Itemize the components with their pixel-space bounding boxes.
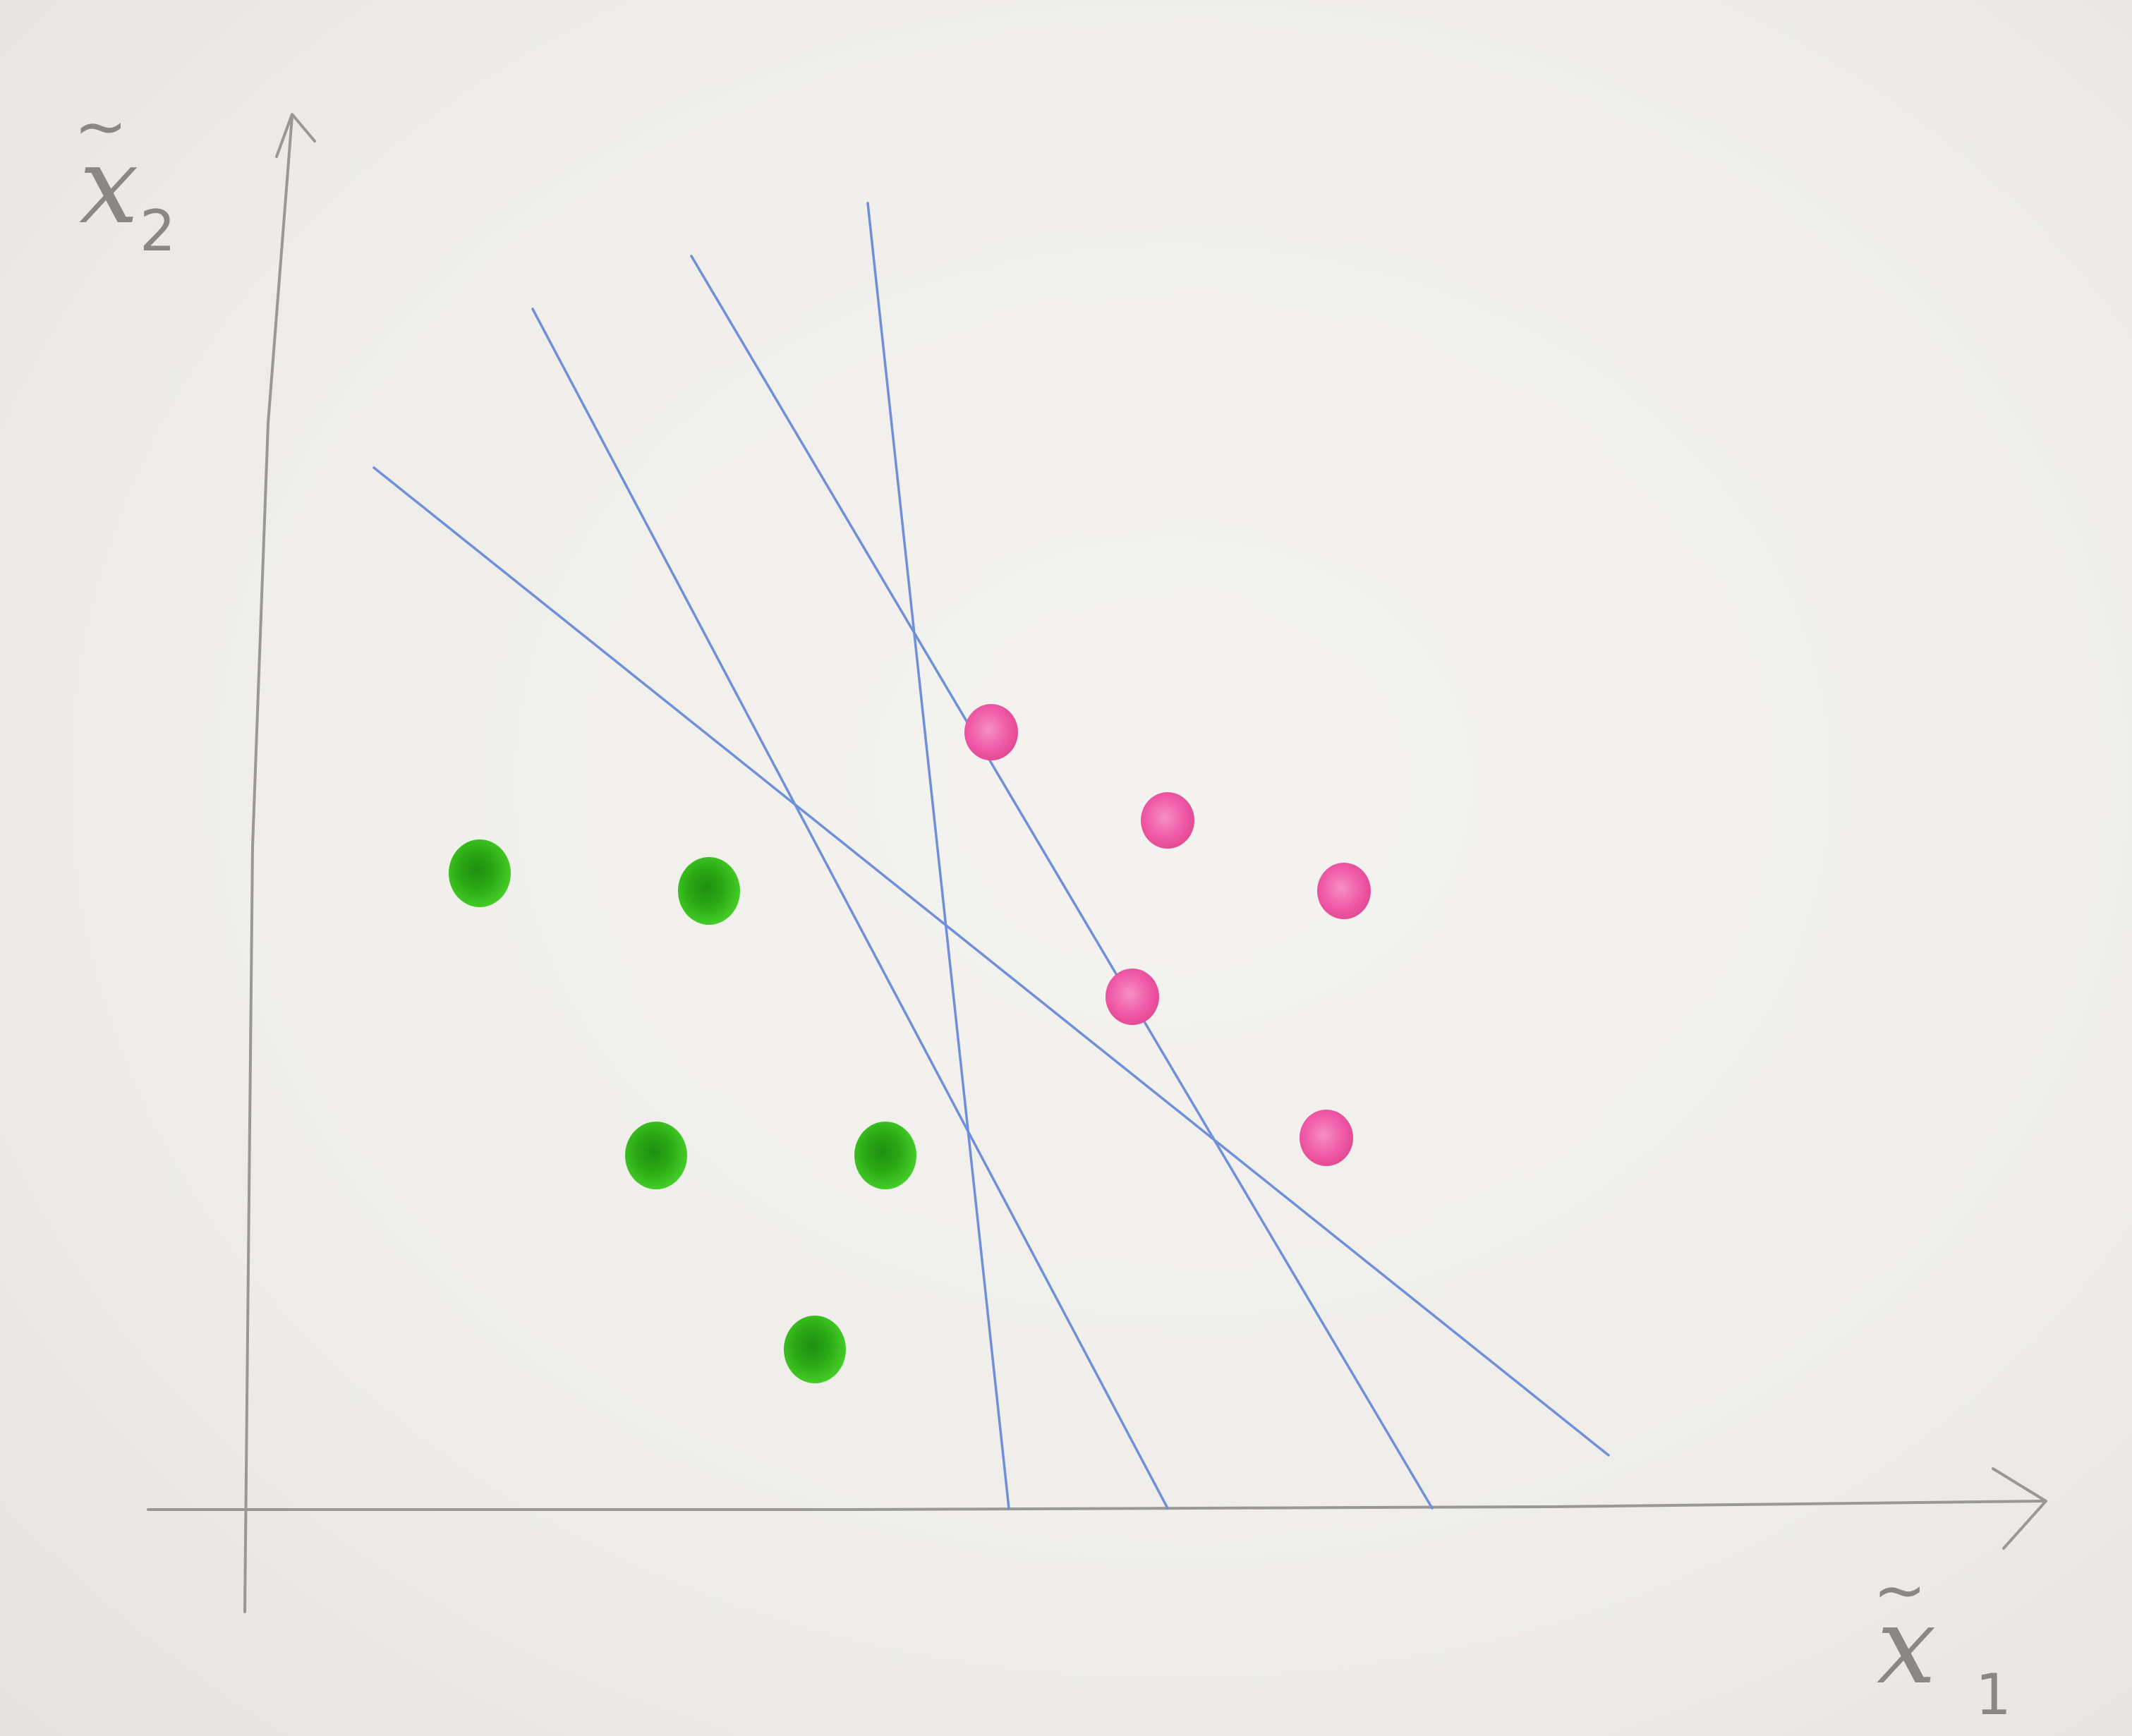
pink-point-5 bbox=[1300, 1110, 1353, 1166]
y-axis-line bbox=[243, 115, 293, 1613]
separating-line-2 bbox=[531, 308, 1169, 1510]
x-axis-label-subscript: 1 bbox=[1975, 1662, 2011, 1728]
x-axis-label-text: x bbox=[1877, 1585, 1937, 1708]
green-point-4 bbox=[854, 1122, 916, 1189]
y-axis-label-text: x bbox=[79, 125, 139, 248]
pink-point-4 bbox=[1106, 969, 1159, 1025]
y-axis-label-accent: ~ bbox=[74, 90, 127, 164]
green-point-1 bbox=[449, 839, 511, 907]
separating-line-1 bbox=[373, 466, 1610, 1457]
separating-lines bbox=[373, 202, 1610, 1510]
separating-line-3 bbox=[690, 255, 1434, 1510]
x-axis-arrowhead bbox=[1992, 1467, 2047, 1550]
separating-line-4 bbox=[866, 202, 1010, 1510]
y-axis-label: ~ x 2 bbox=[74, 90, 176, 264]
x-axis-line bbox=[147, 1500, 2044, 1511]
x-axis-label: ~ x 1 bbox=[1873, 1553, 2011, 1728]
pink-point-2 bbox=[1141, 792, 1194, 849]
green-point-2 bbox=[678, 857, 740, 925]
data-points bbox=[449, 704, 1371, 1383]
green-point-5 bbox=[784, 1316, 846, 1383]
green-point-3 bbox=[625, 1122, 687, 1189]
pink-point-1 bbox=[964, 704, 1018, 760]
x-axis-label-accent: ~ bbox=[1873, 1553, 1926, 1627]
pink-point-3 bbox=[1317, 863, 1371, 919]
y-axis-label-subscript: 2 bbox=[140, 198, 176, 264]
y-axis-arrowhead bbox=[275, 113, 316, 158]
